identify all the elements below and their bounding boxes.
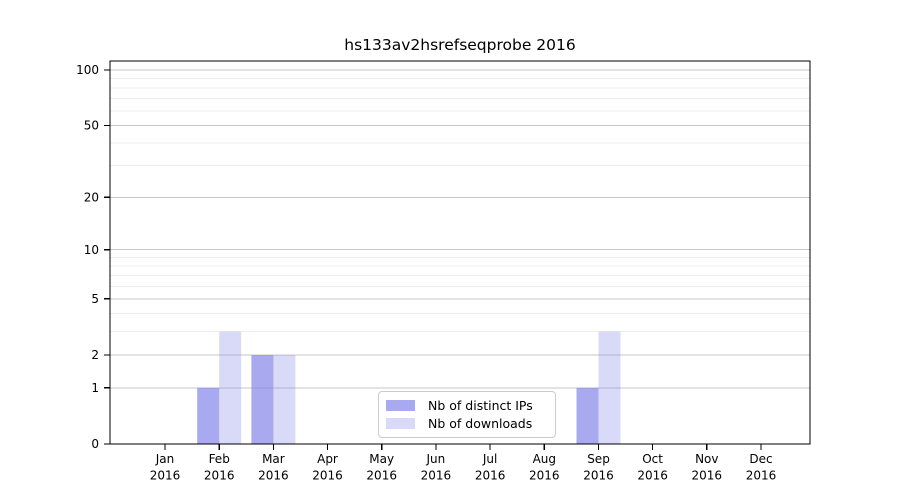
x-tick-year-apr: 2016 (312, 469, 343, 483)
x-tick-year-jan: 2016 (150, 469, 181, 483)
legend-item-downloads: Nb of downloads (386, 416, 549, 431)
x-tick-label-mar: Mar (262, 452, 285, 466)
x-tick-label-may: May (369, 452, 394, 466)
x-tick-year-sep: 2016 (583, 469, 614, 483)
chart-title: hs133av2hsrefseqprobe 2016 (344, 36, 576, 54)
x-tick-year-dec: 2016 (746, 469, 777, 483)
x-tick-year-may: 2016 (366, 469, 397, 483)
y-tick-label-5: 5 (91, 292, 99, 306)
y-tick-label-100: 100 (76, 63, 99, 77)
x-tick-year-jul: 2016 (475, 469, 506, 483)
x-tick-year-feb: 2016 (204, 469, 235, 483)
bar-feb-downloads (219, 331, 242, 444)
x-tick-year-jun: 2016 (421, 469, 452, 483)
x-tick-year-mar: 2016 (258, 469, 289, 483)
x-tick-year-aug: 2016 (529, 469, 560, 483)
y-tick-label-1: 1 (91, 381, 99, 395)
y-tick-label-0: 0 (91, 437, 99, 451)
y-tick-label-10: 10 (84, 243, 99, 257)
y-tick-label-2: 2 (91, 348, 99, 362)
legend-label-distinct-ips: Nb of distinct IPs (428, 398, 533, 413)
x-tick-label-nov: Nov (695, 452, 718, 466)
legend-item-distinct-ips: Nb of distinct IPs (386, 398, 549, 413)
bar-mar-downloads (273, 355, 296, 444)
bar-feb-distinct-ips (197, 387, 220, 444)
legend-swatch-distinct-ips (386, 400, 415, 411)
legend-label-downloads: Nb of downloads (428, 416, 533, 431)
x-tick-label-oct: Oct (642, 452, 663, 466)
bar-sep-downloads (598, 331, 621, 444)
y-tick-label-20: 20 (84, 191, 99, 205)
x-tick-label-apr: Apr (317, 452, 338, 466)
x-tick-label-jul: Jul (482, 452, 497, 466)
x-tick-label-dec: Dec (749, 452, 772, 466)
y-tick-label-50: 50 (84, 119, 99, 133)
x-tick-label-feb: Feb (209, 452, 230, 466)
x-tick-label-jun: Jun (426, 452, 446, 466)
bar-mar-distinct-ips (251, 355, 274, 444)
legend-swatch-downloads (386, 418, 415, 429)
x-tick-label-jan: Jan (155, 452, 175, 466)
plot-frame (109, 60, 811, 445)
x-tick-label-aug: Aug (533, 452, 556, 466)
x-tick-year-nov: 2016 (692, 469, 723, 483)
x-tick-label-sep: Sep (587, 452, 610, 466)
bar-sep-distinct-ips (576, 387, 599, 444)
legend: Nb of distinct IPs Nb of downloads (378, 391, 556, 438)
x-tick-year-oct: 2016 (637, 469, 668, 483)
